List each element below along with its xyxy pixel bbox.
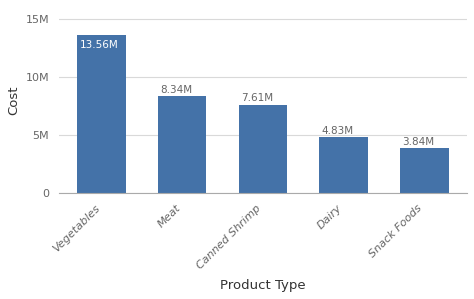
Text: 7.61M: 7.61M [241, 93, 273, 103]
Text: 8.34M: 8.34M [161, 85, 192, 95]
X-axis label: Product Type: Product Type [220, 279, 306, 292]
Text: 4.83M: 4.83M [322, 126, 354, 136]
Bar [319, 137, 368, 193]
Bar [77, 35, 126, 193]
Bar [239, 105, 287, 193]
Y-axis label: Cost: Cost [7, 85, 20, 115]
Text: 13.56M: 13.56M [80, 40, 118, 50]
Text: 3.84M: 3.84M [402, 137, 435, 147]
Bar [400, 148, 448, 193]
Bar [158, 96, 207, 193]
